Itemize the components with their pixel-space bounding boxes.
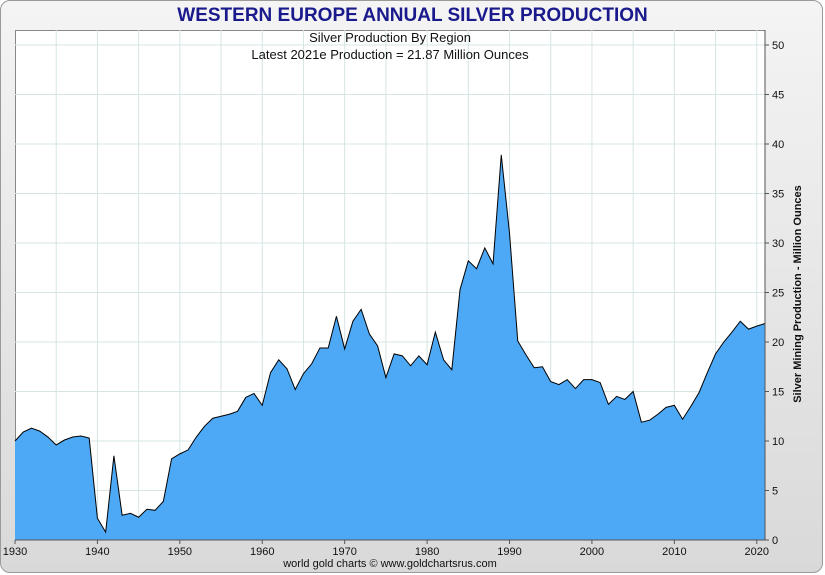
series-line	[14, 154, 766, 534]
x-tick-label: 1960	[250, 546, 274, 558]
y-tick-label: 25	[772, 288, 784, 300]
y-tick-label: 15	[772, 387, 784, 399]
x-tick-label: 1980	[415, 546, 439, 558]
y-tick-label: 35	[772, 189, 784, 201]
chart-source: world gold charts © www.goldchartsrus.co…	[283, 558, 497, 570]
chart-annotation: Latest 2021e Production = 21.87 Million …	[251, 47, 529, 62]
series-area	[15, 154, 765, 540]
x-tick-label: 2010	[662, 546, 686, 558]
chart-subtitle: Silver Production By Region	[309, 30, 471, 45]
x-tick-label: 1970	[332, 546, 356, 558]
y-axis-label: Silver Mining Production - Million Ounce…	[792, 185, 804, 403]
y-tick-label: 5	[772, 486, 778, 498]
y-tick-label: 45	[772, 90, 784, 102]
x-tick-label: 2020	[745, 546, 769, 558]
x-tick-label: 1930	[3, 546, 27, 558]
chart-title: WESTERN EUROPE ANNUAL SILVER PRODUCTION	[177, 5, 648, 26]
x-tick-label: 2000	[580, 546, 604, 558]
x-tick-label: 1940	[85, 546, 109, 558]
y-tick-label: 30	[772, 238, 784, 250]
x-tick-label: 1990	[497, 546, 521, 558]
y-tick-label: 10	[772, 436, 784, 448]
y-tick-label: 40	[772, 139, 784, 151]
y-tick-label: 50	[772, 40, 784, 52]
x-tick-label: 1950	[168, 546, 192, 558]
y-tick-label: 20	[772, 337, 784, 349]
y-tick-label: 0	[772, 535, 778, 547]
